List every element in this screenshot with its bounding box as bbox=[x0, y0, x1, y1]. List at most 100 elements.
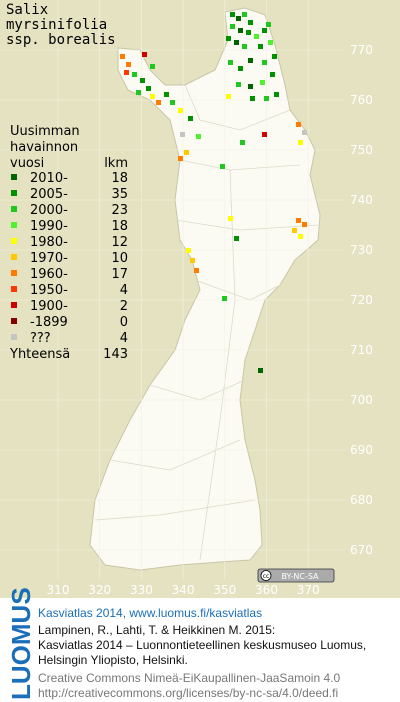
title-line: ssp. borealis bbox=[6, 32, 116, 48]
occurrence-square bbox=[178, 156, 183, 161]
occurrence-square bbox=[238, 28, 243, 33]
occurrence-square bbox=[150, 64, 155, 69]
occurrence-square bbox=[234, 236, 239, 241]
occurrence-square bbox=[248, 20, 253, 25]
occurrence-square bbox=[230, 24, 235, 29]
occurrence-square bbox=[186, 248, 191, 253]
easting-label: 320 bbox=[88, 583, 111, 597]
legend-count: 4 bbox=[120, 283, 128, 298]
occurrence-square bbox=[258, 44, 263, 49]
cc-icon bbox=[260, 570, 272, 581]
legend-count: 23 bbox=[111, 203, 128, 218]
legend-count: 18 bbox=[111, 219, 128, 234]
northing-label: 740 bbox=[350, 193, 373, 207]
legend-swatch bbox=[11, 222, 17, 228]
legend-period: 2000- bbox=[30, 203, 68, 218]
easting-label: 370 bbox=[297, 583, 320, 597]
legend-swatch bbox=[11, 334, 17, 340]
region-borders bbox=[94, 84, 319, 561]
legend-swatch bbox=[11, 190, 17, 196]
legend-swatch bbox=[11, 174, 17, 180]
occurrence-square bbox=[234, 40, 239, 45]
legend-swatch bbox=[11, 286, 17, 292]
occurrence-square bbox=[180, 132, 185, 137]
occurrence-square bbox=[236, 16, 241, 21]
easting-label: 350 bbox=[213, 583, 236, 597]
legend-swatch bbox=[11, 318, 17, 324]
occurrence-square bbox=[142, 52, 147, 57]
northing-label: 770 bbox=[350, 43, 373, 57]
occurrence-square bbox=[254, 34, 259, 39]
occurrence-square bbox=[188, 116, 193, 121]
occurrence-square bbox=[230, 12, 235, 17]
occurrence-square bbox=[190, 258, 195, 263]
legend-swatch bbox=[11, 206, 17, 212]
legend-swatch bbox=[11, 302, 17, 308]
occurrence-square bbox=[296, 218, 301, 223]
legend-period: ??? bbox=[30, 331, 51, 346]
occurrence-square bbox=[236, 82, 241, 87]
cc-icon-letters: cc bbox=[263, 573, 270, 580]
legend-count: 10 bbox=[111, 251, 128, 266]
northing-label: 750 bbox=[350, 143, 373, 157]
occurrence-square bbox=[238, 66, 243, 71]
legend-count: 17 bbox=[111, 267, 128, 282]
occurrence-square bbox=[194, 268, 199, 273]
occurrence-square bbox=[178, 108, 183, 113]
northing-label: 720 bbox=[350, 293, 373, 307]
occurrence-square bbox=[156, 100, 161, 105]
legend-period: 1980- bbox=[30, 235, 68, 250]
occurrence-square bbox=[274, 92, 279, 97]
legend-header: vuosi bbox=[10, 156, 44, 171]
northing-label: 700 bbox=[350, 393, 373, 407]
occurrence-square bbox=[292, 228, 297, 233]
legend-period: 1990- bbox=[30, 219, 68, 234]
occurrence-square bbox=[150, 94, 155, 99]
occurrence-square bbox=[246, 30, 251, 35]
coordinate-grid: 770 760 750 740 730 720 710 700 690 680 670 310 320 3… bbox=[0, 0, 373, 597]
northing-label: 670 bbox=[350, 543, 373, 557]
legend-header: havainnon bbox=[10, 140, 78, 155]
occurrence-square bbox=[298, 140, 303, 145]
easting-label: 360 bbox=[255, 583, 278, 597]
license-line: http://creativecommons.org/licenses/by-n… bbox=[38, 686, 338, 700]
legend-count-header: lkm bbox=[104, 156, 128, 171]
citation-line: Helsingin Yliopisto, Helsinki. bbox=[38, 653, 188, 667]
occurrence-square bbox=[126, 62, 131, 67]
title-line: myrsinifolia bbox=[6, 17, 107, 33]
occurrence-square bbox=[146, 86, 151, 91]
occurrence-square bbox=[266, 22, 271, 27]
occurrence-square bbox=[240, 140, 245, 145]
easting-label: 310 bbox=[47, 583, 70, 597]
occurrence-square bbox=[248, 84, 253, 89]
occurrence-square bbox=[302, 130, 307, 135]
occurrence-square bbox=[250, 96, 255, 101]
occurrence-square bbox=[248, 58, 253, 63]
footer-logo: LUOMUS bbox=[6, 587, 36, 700]
occurrence-square bbox=[298, 234, 303, 239]
legend-total-label: Yhteensä bbox=[9, 347, 70, 362]
northing-label: 730 bbox=[350, 243, 373, 257]
legend-count: 0 bbox=[120, 315, 128, 330]
northing-label: 760 bbox=[350, 93, 373, 107]
citation-line: Lampinen, R., Lahti, T. & Heikkinen M. 2… bbox=[38, 623, 275, 637]
legend-period: -1899 bbox=[30, 315, 68, 330]
badge-text: BY-NC-SA bbox=[281, 572, 319, 581]
occurrence-square bbox=[226, 36, 231, 41]
footer: LUOMUS Kasviatlas 2014, www.luomus.fi/ka… bbox=[6, 587, 366, 700]
occurrence-square bbox=[258, 368, 263, 373]
occurrence-square bbox=[242, 12, 247, 17]
northing-label: 710 bbox=[350, 343, 373, 357]
occurrence-square bbox=[262, 132, 267, 137]
occurrence-square bbox=[228, 216, 233, 221]
occurrence-square bbox=[120, 54, 125, 59]
license-badge: cc BY-NC-SA bbox=[257, 568, 335, 583]
legend-count: 35 bbox=[111, 187, 128, 202]
legend-count: 4 bbox=[120, 331, 128, 346]
finland-outline bbox=[89, 7, 321, 571]
occurrence-square bbox=[140, 78, 145, 83]
occurrence-square bbox=[262, 28, 267, 33]
easting-label: 340 bbox=[172, 583, 195, 597]
occurrence-squares bbox=[120, 12, 307, 373]
